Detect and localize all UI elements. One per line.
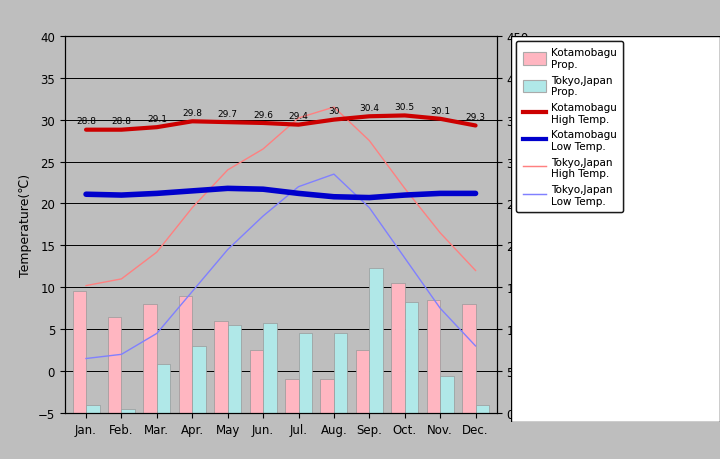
Text: 29.8: 29.8 (182, 109, 202, 118)
Bar (215, 321, 228, 413)
Bar (192, 346, 206, 413)
Bar (369, 269, 383, 413)
Bar (285, 380, 299, 413)
Bar (299, 333, 312, 413)
Text: 30: 30 (328, 107, 340, 116)
Text: 29.6: 29.6 (253, 111, 273, 119)
Text: 29.3: 29.3 (466, 113, 485, 122)
Text: 28.8: 28.8 (76, 117, 96, 126)
Text: 30.1: 30.1 (430, 106, 450, 115)
Bar (108, 317, 122, 413)
Bar (462, 304, 475, 413)
Bar (334, 333, 347, 413)
Text: 29.7: 29.7 (217, 110, 238, 119)
Bar (73, 292, 86, 413)
Y-axis label: Temperature(℃): Temperature(℃) (19, 174, 32, 276)
Bar (320, 380, 334, 413)
Bar (122, 409, 135, 413)
Text: 30.4: 30.4 (359, 104, 379, 113)
Text: 28.8: 28.8 (112, 117, 132, 126)
Bar (157, 364, 171, 413)
Bar (475, 406, 489, 413)
Bar (440, 376, 454, 413)
Bar (263, 324, 276, 413)
Y-axis label: Precipitation(mm): Precipitation(mm) (534, 169, 547, 281)
Bar (143, 304, 157, 413)
Bar (86, 406, 99, 413)
Bar (356, 350, 369, 413)
Bar (250, 350, 263, 413)
Bar (405, 302, 418, 413)
Bar (427, 300, 440, 413)
Bar (179, 296, 192, 413)
Bar (391, 284, 405, 413)
Legend: Kotamobagu
Prop., Tokyo,Japan
Prop., Kotamobagu
High Temp., Kotamobagu
Low Temp.: Kotamobagu Prop., Tokyo,Japan Prop., Kot… (516, 42, 623, 213)
Text: 29.1: 29.1 (147, 115, 167, 124)
Bar (228, 325, 241, 413)
Text: 30.5: 30.5 (395, 103, 415, 112)
Text: 29.4: 29.4 (289, 112, 308, 121)
